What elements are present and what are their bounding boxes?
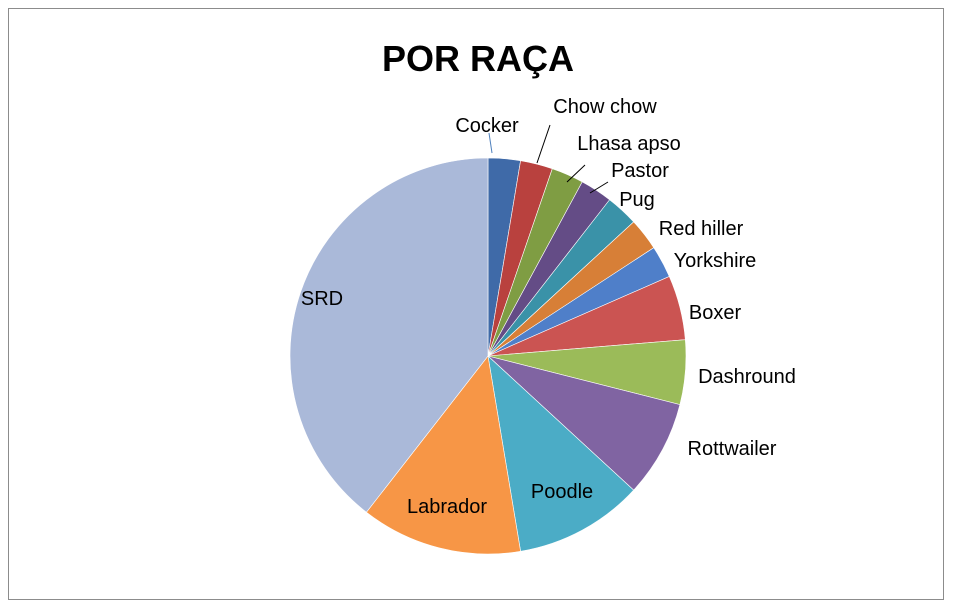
- slice-label-labrador: Labrador: [407, 496, 487, 518]
- slice-label-pastor: Pastor: [611, 160, 669, 182]
- slice-label-chow-chow: Chow chow: [553, 96, 657, 118]
- slice-label-lhasa-apso: Lhasa apso: [577, 133, 680, 155]
- slice-label-red-hiller: Red hiller: [659, 218, 744, 240]
- slice-label-cocker: Cocker: [455, 115, 519, 137]
- leader-line-pastor: [590, 182, 608, 193]
- slice-label-boxer: Boxer: [689, 302, 742, 324]
- slice-label-dashround: Dashround: [698, 366, 796, 388]
- slice-label-yorkshire: Yorkshire: [674, 250, 757, 272]
- leader-line-chow-chow: [537, 125, 550, 163]
- slice-label-rottwailer: Rottwailer: [688, 438, 777, 460]
- slice-label-srd: SRD: [301, 288, 343, 310]
- slice-label-pug: Pug: [619, 189, 655, 211]
- slice-label-poodle: Poodle: [531, 481, 593, 503]
